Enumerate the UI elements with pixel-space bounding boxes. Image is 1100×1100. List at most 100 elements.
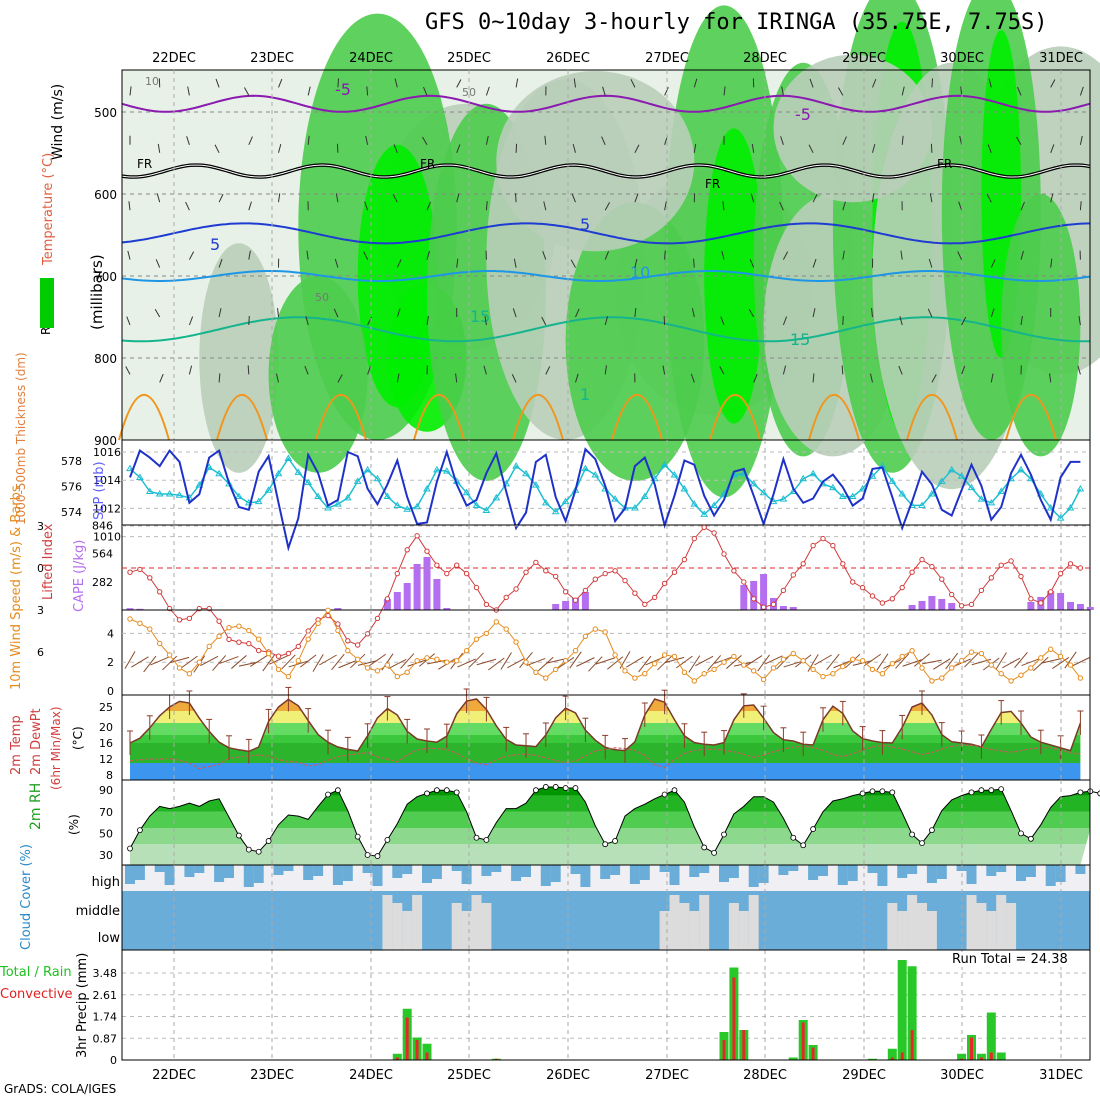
surface-wind-barb — [545, 658, 566, 664]
rh-2m-marker — [235, 832, 242, 839]
cape-bar — [413, 564, 421, 610]
cloud-high-bar — [243, 865, 254, 887]
wind-barb — [247, 365, 250, 375]
cloud-high-bar — [540, 865, 551, 886]
wind-barb — [693, 258, 695, 268]
thickness-marker — [848, 492, 857, 500]
isotherm-warm-lobe — [118, 393, 170, 441]
cloud-low-clear — [659, 911, 670, 950]
wind-barb — [958, 201, 963, 211]
cloud-low-clear — [669, 895, 680, 950]
temp-tick-label: 12 — [99, 753, 113, 766]
cloud-high-bar — [164, 865, 175, 885]
wind-barb — [278, 193, 281, 203]
wind-speed-marker — [869, 666, 876, 673]
rh-2m-marker — [988, 787, 995, 794]
wind-barb — [928, 258, 933, 268]
freezing-level-label: FR — [420, 157, 435, 171]
wind-barb — [722, 201, 725, 211]
thickness-marker — [195, 481, 204, 488]
lifted-index-marker — [473, 584, 480, 591]
wind-barb — [634, 258, 638, 268]
wind-barb — [394, 78, 398, 88]
rh-2m-marker — [1077, 789, 1084, 796]
wind-barb — [278, 78, 283, 88]
rh-2m-marker — [443, 787, 450, 794]
cloud-high-bar — [689, 865, 700, 877]
date-label-bottom: 25DEC — [447, 1068, 491, 1083]
surface-wind-barb — [369, 653, 386, 667]
wind-speed-marker — [1057, 653, 1064, 660]
wind-barb — [484, 316, 487, 326]
wind-speed-marker — [157, 640, 163, 647]
wind-speed-marker — [840, 663, 846, 670]
isotherm-warm-lobe — [315, 393, 367, 441]
wind-barb — [990, 373, 994, 383]
rh-2m-marker — [612, 838, 618, 844]
precip-total-bar — [996, 1052, 1006, 1060]
wind-barb — [872, 193, 875, 203]
thickness-marker — [492, 493, 501, 501]
lifted-index-marker — [285, 650, 292, 657]
slp-tick-label: 1014 — [93, 474, 121, 487]
wind-speed-marker — [968, 649, 975, 655]
precip-total-bar — [788, 1057, 798, 1060]
cloud-high-bar — [570, 865, 581, 874]
surface-wind-barb — [150, 656, 170, 666]
surface-wind-barb — [400, 653, 415, 669]
wind-speed-marker — [850, 656, 856, 663]
isotherm-5 — [121, 222, 1091, 245]
wind-barb — [485, 135, 489, 145]
temp-tick-label: 16 — [99, 737, 113, 750]
wind-barb — [186, 136, 190, 145]
wind-speed-marker — [256, 636, 262, 642]
lifted-index-marker — [731, 568, 737, 574]
freezing-level-label: FR — [705, 177, 720, 191]
lifted-index-marker — [444, 570, 450, 577]
lifted-index-marker — [642, 601, 648, 608]
wind-speed-marker — [760, 676, 767, 683]
wind-barb — [188, 316, 194, 326]
surface-wind-barb — [864, 653, 881, 667]
thickness-marker — [690, 500, 699, 507]
lifted-index-marker — [127, 569, 133, 575]
cloud-middle-label: middle — [76, 904, 120, 919]
surface-wind-barb — [595, 657, 615, 665]
precip-convective-bar — [970, 1037, 973, 1060]
wind-barb — [154, 308, 161, 318]
lifted-index-marker — [889, 596, 895, 602]
cloud-low-clear — [728, 903, 739, 950]
temp-color-band — [130, 763, 1081, 780]
wind-barb — [214, 144, 220, 154]
lifted-index-marker — [394, 570, 400, 577]
lifted-index-marker — [434, 562, 440, 568]
wind-barb — [781, 86, 784, 96]
lifted-index-marker — [830, 542, 836, 549]
wind-barb — [1077, 365, 1081, 375]
lifted-index-marker — [652, 594, 658, 601]
wind-barb — [426, 250, 430, 260]
wind-barb — [779, 201, 784, 211]
wind-speed-marker — [335, 627, 341, 634]
wind-speed-marker — [325, 607, 331, 614]
minmax-axis-label: (6hr Min/Max) — [49, 707, 63, 791]
cloud-low-label: low — [98, 931, 121, 946]
wind-speed-marker — [137, 620, 143, 627]
wind-barb — [1050, 258, 1053, 268]
surface-wind-barb — [488, 657, 505, 671]
wind-speed-marker — [166, 652, 173, 658]
wind-speed-marker — [275, 666, 282, 673]
lifted-index-marker — [384, 596, 391, 602]
lifted-index-marker — [562, 589, 569, 595]
wind-speed-marker — [701, 671, 707, 677]
wind-barb — [957, 251, 963, 260]
wind-speed-marker — [810, 666, 816, 673]
cloud-high-bar — [600, 865, 611, 879]
wind-speed-marker — [404, 669, 410, 675]
thickness-marker — [670, 470, 679, 478]
wind-barb — [185, 201, 190, 211]
cloud-low-clear — [966, 895, 977, 950]
surface-wind-barb — [288, 660, 309, 668]
wind-speed-marker — [978, 650, 985, 657]
lifted-index-marker — [463, 570, 470, 577]
